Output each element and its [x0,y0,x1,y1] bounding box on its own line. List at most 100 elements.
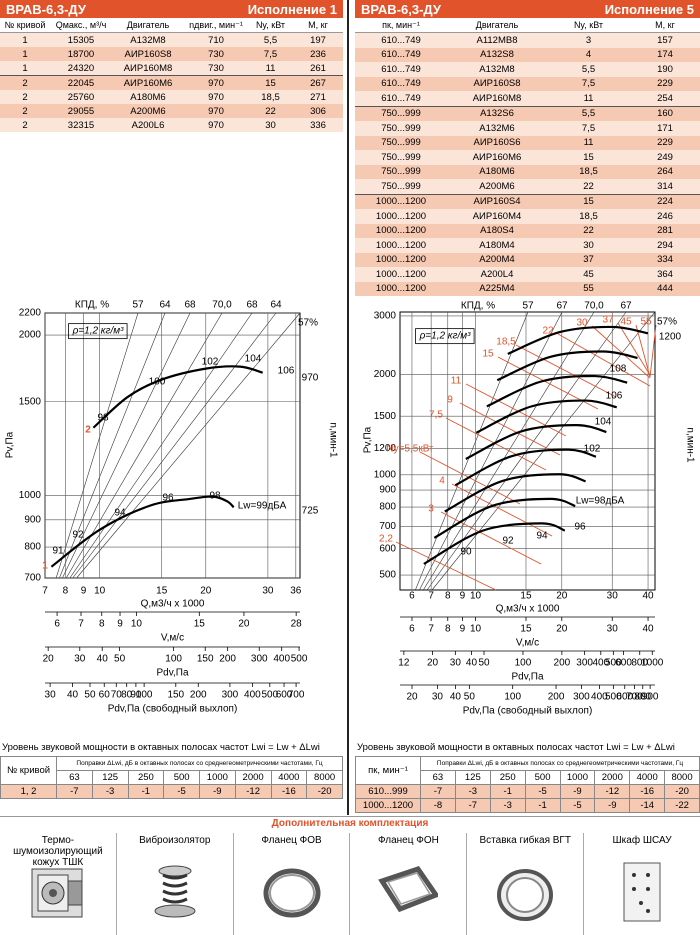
cell: 730 [184,47,248,61]
cell: АИР160S6 [447,135,547,150]
x-tick-label: 9 [460,591,466,602]
cell: 8000 [664,770,700,785]
efficiency-ray [76,312,301,579]
annotation: 57% [657,317,677,328]
table-row: 2 25760 А180М6 970 18,5 271 [0,90,343,104]
y-tick-label: 1000 [374,469,397,480]
scale-tick-label: 20 [427,658,439,669]
x-tick-label: 7 [42,586,48,597]
table-row: 1000...1200 А200L4 45 364 [355,267,700,282]
scale-tick-label: 20 [43,654,55,665]
power-line [465,383,567,437]
cell: АИР160М4 [447,209,547,224]
cell: А180S4 [447,223,547,238]
y-tick-label: 1500 [19,396,42,407]
power-line [451,483,553,537]
table-row: 1 24320 АИР160М8 730 11 261 [0,61,343,76]
scale-tick-label: 300 [251,654,268,665]
cell: 750...999 [355,150,447,165]
cell: 1000...1200 [355,223,447,238]
annotation: 68 [246,300,258,311]
icon [154,865,196,918]
cell: А180М6 [447,164,547,179]
annotation: 91 [52,546,64,557]
table-row: 750...999 А132М6 7,5 171 [355,121,700,136]
cell: 250 [127,770,165,785]
curve [444,473,586,513]
scale-tick-label: 9 [117,619,123,630]
x-tick-label: 40 [642,591,654,602]
scale-tick-label: 10 [131,619,143,630]
annotation: Lw=98дБА [576,496,625,507]
annotation: 98 [97,413,109,424]
cell: 7,5 [248,47,293,61]
accessory: Виброизолятор [115,833,233,935]
table-row: 1 18700 АИР160S8 730 7,5 236 [0,47,343,61]
cell: 171 [630,121,700,136]
scale-tick-label: 300 [573,692,590,703]
scale-tick-label: 10 [470,624,482,635]
cell: 314 [630,179,700,194]
scale-tick-label: 80 [121,690,133,701]
annotation: 102 [584,444,601,455]
scale-tick-label: 100 [504,692,521,703]
x-tick-label: 20 [200,586,212,597]
cell: 24320 [50,61,112,76]
cell: 1000...1200 [355,238,447,253]
cell: -20 [306,784,343,799]
scale-tick-label: 800 [634,692,651,703]
cell: 224 [630,193,700,209]
cell: 5,5 [547,105,630,121]
table-row: 1 15305 А132М8 710 5,5 197 [0,32,343,47]
cell: 229 [630,76,700,91]
cell: 610...749 [355,47,447,62]
table-row: 1000...1200 АИР160М4 18,5 246 [355,209,700,224]
y-tick-label: 700 [24,573,41,584]
table-row: 1, 2 -7 -3 -1 -5 -9 -12 -16 -20 [0,784,343,799]
cell: 1 [0,32,50,47]
cell: 500 [524,770,561,785]
cell: 750...999 [355,164,447,179]
power-line [617,322,651,376]
annotation: 7,5 [429,410,443,421]
cell: 610...749 [355,62,447,77]
cell: А180М4 [447,238,547,253]
scale-tick-label: 600 [616,692,633,703]
x-axis-label: Q,м3/ч x 1000 [496,604,560,615]
annotation: 90 [460,547,472,558]
scale-tick-label: 90 [130,690,142,701]
x-tick-label: 8 [63,586,69,597]
scale-tick-label: 20 [556,624,568,635]
y-axis-label: Pv,Па [5,431,16,458]
annotation: 30 [576,318,588,329]
cell: 15 [547,150,630,165]
scale-tick-label: 500 [291,654,308,665]
annotation: 64 [159,300,171,311]
scale-tick-label: 200 [554,658,571,669]
y-tick-label: 2000 [374,369,397,380]
column-header: Двигатель [112,18,184,33]
cell: 610...749 [355,91,447,106]
curve [465,424,607,460]
table-row: 750...999 А132S6 5,5 160 [355,105,700,121]
icon [623,862,661,922]
table-row: 750...999 АИР160М6 15 249 [355,150,700,165]
scale-tick-label: 100 [515,658,532,669]
scale-tick-label: 40 [642,624,654,635]
column-header: Двигатель [447,18,547,33]
annotation: 106 [606,391,623,402]
cell: АИР160S4 [447,193,547,209]
cell: Поправки ΔLwi, дБ в октавных полосах со … [420,756,700,771]
table-row: 1000...1200 А180S4 22 281 [355,223,700,238]
table-row: 610...749 А132S8 4 174 [355,47,700,62]
y-tick-label: 2200 [19,308,42,319]
cell: 970 [184,118,248,132]
accessory-label: Шкаф ШСАУ [612,835,672,846]
power-line [440,511,542,565]
y-tick-label: 3000 [374,311,397,322]
cell: -3 [489,798,526,813]
annotation: 67 [556,301,568,312]
table-row: 1000...1200 А225М4 55 444 [355,281,700,296]
scale-tick-label: 400 [591,692,608,703]
